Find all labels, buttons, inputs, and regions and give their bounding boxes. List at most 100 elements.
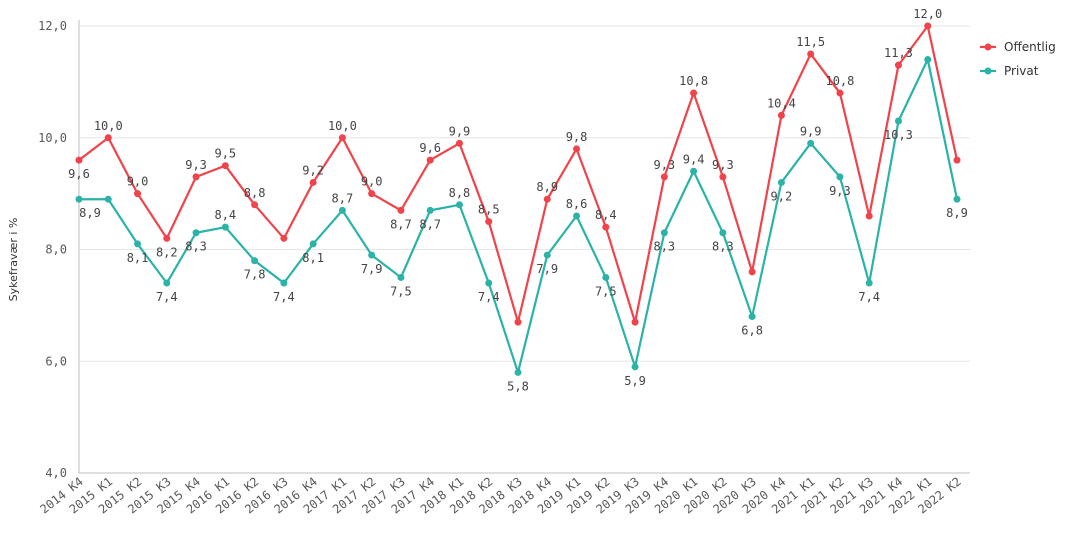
data-point-offentlig[interactable] [192,173,200,181]
data-point-privat[interactable] [953,195,961,203]
data-point-offentlig[interactable] [514,318,522,326]
data-point-privat[interactable] [426,206,434,214]
data-point-privat[interactable] [514,368,522,376]
data-label-privat: 7,4 [156,290,178,304]
data-point-privat[interactable] [777,178,785,186]
data-label-privat: 7,9 [536,262,558,276]
data-labels: 9,6 10,0 9,0 8,2 9,3 9,5 8,8 9,2 10,0 9,0 8,7 9,6 9,… [68,7,968,393]
data-label-offentlig: 9,0 [361,175,383,189]
data-label-offentlig: 10,8 [825,74,854,88]
data-point-privat[interactable] [836,173,844,181]
data-label-offentlig: 10,0 [94,119,123,133]
data-point-privat[interactable] [368,251,376,259]
data-point-privat[interactable] [602,273,610,281]
data-point-privat[interactable] [455,201,463,209]
data-point-privat[interactable] [894,117,902,125]
data-label-privat: 7,4 [478,290,500,304]
data-label-privat: 7,9 [361,262,383,276]
data-point-offentlig[interactable] [75,156,83,164]
data-point-offentlig[interactable] [163,234,171,242]
data-point-privat[interactable] [75,195,83,203]
data-label-offentlig: 8,7 [390,217,412,231]
data-point-offentlig[interactable] [280,234,288,242]
data-point-offentlig[interactable] [807,50,815,58]
data-point-privat[interactable] [485,279,493,287]
data-point-offentlig[interactable] [455,139,463,147]
data-label-privat: 8,9 [79,206,101,220]
data-label-privat: 8,9 [946,206,968,220]
data-point-offentlig[interactable] [104,134,112,142]
data-point-offentlig[interactable] [134,190,142,198]
data-point-offentlig[interactable] [865,212,873,220]
legend-item-offentlig[interactable]: Offentlig [980,40,1056,54]
data-point-privat[interactable] [280,279,288,287]
data-label-offentlig: 10,8 [679,74,708,88]
data-point-privat[interactable] [163,279,171,287]
data-point-offentlig[interactable] [660,173,668,181]
data-point-offentlig[interactable] [719,173,727,181]
data-label-offentlig: 9,3 [653,158,675,172]
data-point-privat[interactable] [192,229,200,237]
y-axis-title: Sykefravær i % [7,218,20,302]
data-point-privat[interactable] [134,240,142,248]
series [75,22,961,376]
data-label-offentlig: 9,3 [185,158,207,172]
data-point-offentlig[interactable] [251,201,259,209]
data-point-privat[interactable] [631,363,639,371]
data-point-offentlig[interactable] [543,195,551,203]
legend[interactable]: Offentlig Privat [980,40,1056,78]
data-point-offentlig[interactable] [777,111,785,119]
y-tick-label: 6,0 [45,354,67,368]
data-point-privat[interactable] [221,223,229,231]
data-point-offentlig[interactable] [690,89,698,97]
data-point-offentlig[interactable] [573,145,581,153]
data-point-privat[interactable] [660,229,668,237]
data-point-offentlig[interactable] [894,61,902,69]
data-label-offentlig: 11,3 [884,46,913,60]
legend-item-privat[interactable]: Privat [980,64,1039,78]
data-point-offentlig[interactable] [426,156,434,164]
data-label-offentlig: 9,6 [419,141,441,155]
data-point-offentlig[interactable] [368,190,376,198]
data-label-privat: 8,3 [712,240,734,254]
data-point-privat[interactable] [338,206,346,214]
data-point-privat[interactable] [573,212,581,220]
data-point-offentlig[interactable] [748,268,756,276]
y-tick-label: 12,0 [38,19,67,33]
data-point-privat[interactable] [807,139,815,147]
legend-label: Privat [1004,64,1039,78]
data-point-privat[interactable] [104,195,112,203]
data-point-privat[interactable] [924,56,932,64]
data-point-privat[interactable] [719,229,727,237]
data-point-privat[interactable] [543,251,551,259]
data-point-offentlig[interactable] [953,156,961,164]
data-point-offentlig[interactable] [631,318,639,326]
data-label-offentlig: 9,9 [449,124,471,138]
data-label-privat: 7,5 [595,284,617,298]
data-label-offentlig: 8,2 [156,245,178,259]
data-point-privat[interactable] [397,273,405,281]
data-label-offentlig: 12,0 [913,7,942,21]
data-point-offentlig[interactable] [397,206,405,214]
data-label-privat: 5,8 [507,379,529,393]
data-point-privat[interactable] [690,167,698,175]
data-label-privat: 6,8 [741,324,763,338]
data-point-offentlig[interactable] [485,218,493,226]
data-label-offentlig: 10,4 [767,96,796,110]
data-label-privat: 5,9 [624,374,646,388]
data-label-privat: 8,8 [449,186,471,200]
data-label-offentlig: 11,5 [796,35,825,49]
data-point-offentlig[interactable] [309,178,317,186]
data-point-offentlig[interactable] [221,162,229,170]
data-label-privat: 7,4 [858,290,880,304]
data-point-privat[interactable] [251,257,259,265]
data-point-offentlig[interactable] [836,89,844,97]
data-point-privat[interactable] [748,313,756,321]
data-point-offentlig[interactable] [338,134,346,142]
data-point-privat[interactable] [309,240,317,248]
data-point-offentlig[interactable] [602,223,610,231]
data-point-privat[interactable] [865,279,873,287]
data-point-offentlig[interactable] [924,22,932,30]
